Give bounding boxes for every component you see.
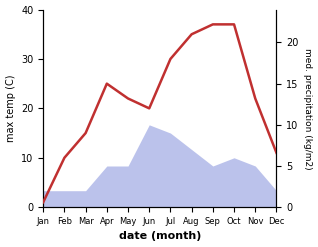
X-axis label: date (month): date (month) [119, 231, 201, 242]
Y-axis label: med. precipitation (kg/m2): med. precipitation (kg/m2) [303, 48, 313, 169]
Y-axis label: max temp (C): max temp (C) [5, 75, 16, 142]
